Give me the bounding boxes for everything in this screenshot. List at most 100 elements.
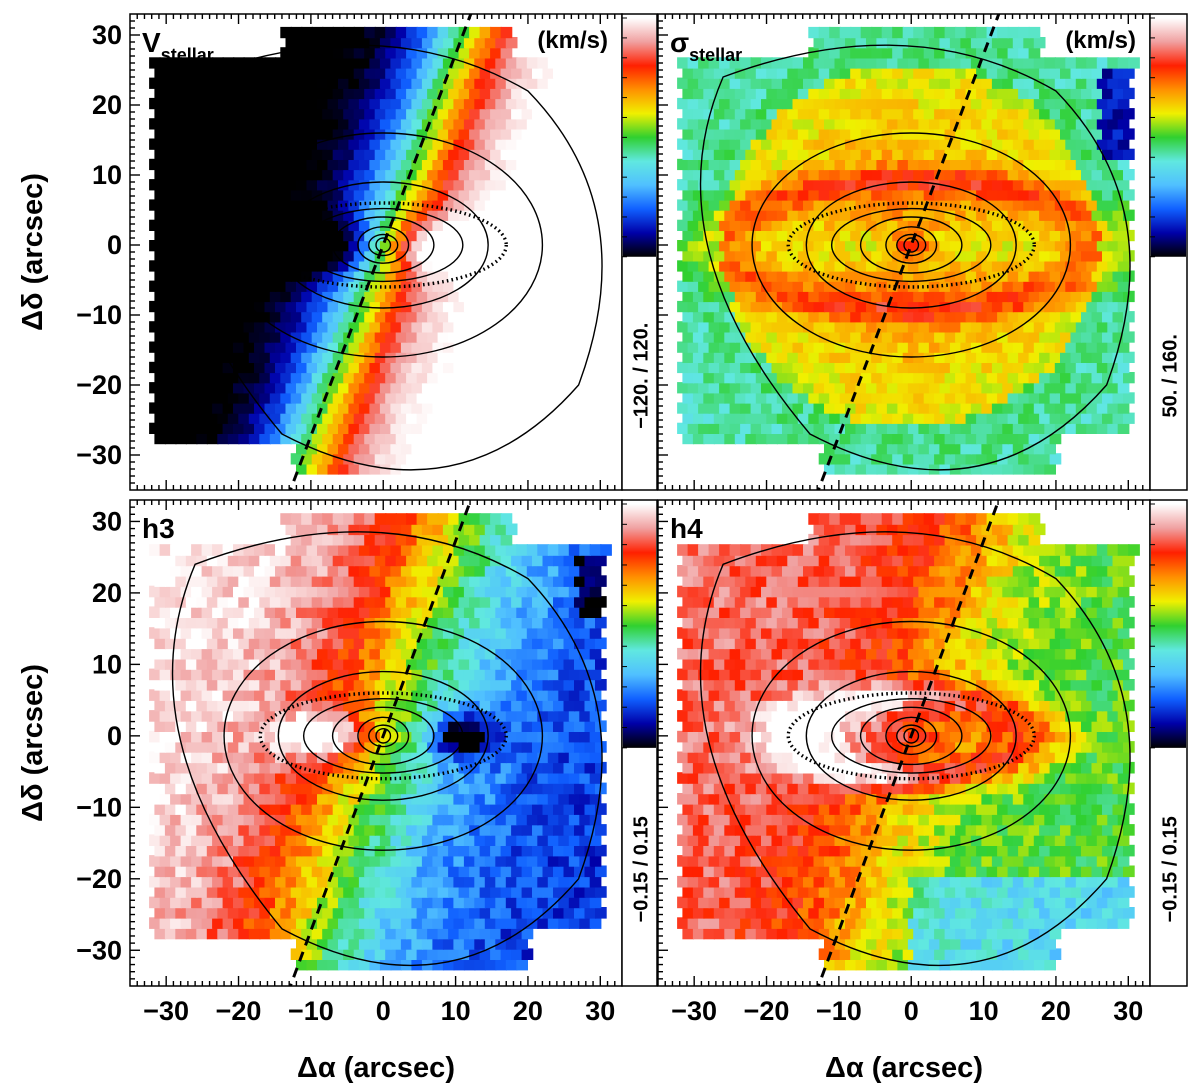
map-cell: [574, 148, 586, 160]
map-cell: [511, 148, 523, 160]
map-cell: [469, 169, 481, 181]
map-cell: [860, 87, 873, 100]
map-cell: [490, 351, 502, 363]
map-cell: [886, 37, 899, 49]
map-cell: [970, 422, 983, 434]
map-cell: [766, 372, 778, 384]
map-cell: [1023, 199, 1035, 211]
map-cell: [400, 138, 413, 150]
map-cell: [427, 290, 439, 303]
map-cell: [855, 37, 868, 49]
map-cell: [1096, 361, 1109, 374]
map-cell: [1123, 351, 1135, 363]
map-cell: [939, 422, 952, 434]
map-cell: [343, 26, 355, 39]
map-cell: [542, 311, 555, 323]
map-cell: [1096, 402, 1109, 414]
map-cell: [463, 341, 476, 353]
map-cell: [463, 240, 476, 252]
map-cell: [734, 87, 747, 100]
map-cell: [474, 917, 486, 929]
map-cell: [839, 229, 852, 242]
map-cell: [589, 730, 602, 743]
map-cell: [1023, 422, 1035, 434]
map-cell: [395, 699, 408, 712]
map-cell: [149, 917, 161, 929]
map-cell: [212, 917, 224, 929]
map-cell: [306, 300, 319, 313]
map-cell: [787, 270, 799, 282]
map-cell: [364, 844, 376, 857]
map-cell: [991, 280, 1004, 292]
map-cell: [453, 606, 466, 618]
map-cell: [750, 158, 763, 171]
map-cell: [1007, 128, 1020, 140]
map-cell: [238, 699, 250, 712]
map-cell: [275, 772, 287, 784]
map-cell: [306, 813, 319, 826]
map-cell: [364, 148, 376, 160]
map-cell: [416, 331, 429, 343]
map-cell: [1044, 199, 1056, 211]
map-cell: [558, 647, 570, 660]
map-cell: [928, 361, 941, 374]
map-cell: [343, 250, 355, 262]
map-cell: [338, 300, 350, 313]
map-cell: [201, 57, 214, 69]
map-cell: [421, 793, 434, 805]
map-cell: [1049, 87, 1062, 100]
map-cell: [227, 169, 240, 181]
map-cell: [734, 270, 747, 282]
map-cell: [1081, 290, 1093, 303]
map-cell: [970, 402, 983, 414]
map-cell: [490, 616, 502, 629]
map-cell: [254, 280, 266, 292]
map-cell: [1070, 392, 1083, 404]
map-cell: [343, 637, 355, 650]
map-cell: [348, 57, 361, 69]
map-cell: [1018, 453, 1030, 465]
map-cell: [474, 158, 486, 171]
map-cell: [400, 382, 413, 394]
map-cell: [692, 270, 705, 282]
map-cell: [490, 699, 502, 712]
map-cell: [965, 351, 978, 363]
map-cell: [579, 689, 591, 701]
map-cell: [740, 341, 752, 353]
map-cell: [416, 87, 429, 100]
map-cell: [353, 596, 366, 608]
map-cell: [579, 402, 591, 414]
map-cell: [390, 138, 403, 150]
map-cell: [458, 432, 471, 445]
map-cell: [553, 189, 565, 201]
map-cell: [311, 169, 324, 181]
map-cell: [343, 432, 355, 445]
map-cell: [338, 361, 350, 374]
map-cell: [495, 37, 507, 49]
map-cell: [149, 280, 161, 292]
map-cell: [500, 392, 513, 404]
map-cell: [845, 118, 857, 130]
map-cell: [1049, 169, 1062, 181]
map-cell: [463, 958, 476, 971]
map-cell: [703, 331, 715, 343]
map-cell: [724, 392, 736, 404]
map-cell: [537, 855, 549, 867]
map-cell: [855, 97, 868, 110]
map-cell: [206, 331, 219, 343]
map-cell: [390, 382, 403, 394]
map-cell: [280, 616, 292, 629]
map-cell: [317, 710, 329, 722]
map-cell: [479, 844, 492, 857]
map-cell: [332, 290, 345, 303]
map-cell: [453, 463, 466, 475]
map-cell: [196, 844, 208, 857]
map-cell: [860, 250, 873, 262]
map-cell: [453, 280, 466, 292]
map-cell: [290, 412, 303, 424]
map-cell: [453, 422, 466, 434]
map-cell: [379, 158, 392, 171]
map-cell: [986, 270, 999, 282]
map-cell: [206, 927, 219, 940]
map-cell: [159, 219, 172, 231]
